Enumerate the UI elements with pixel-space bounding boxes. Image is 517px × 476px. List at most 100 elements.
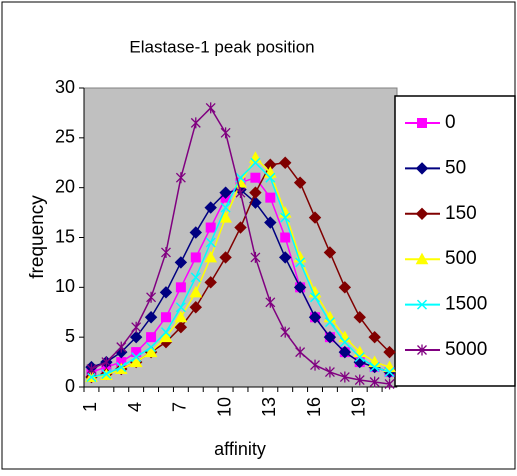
- marker: [174, 256, 188, 269]
- marker: [249, 186, 262, 199]
- marker: [354, 352, 365, 363]
- marker: [415, 252, 429, 265]
- marker: [265, 296, 276, 308]
- marker: [190, 117, 201, 129]
- legend-label: 0: [445, 112, 456, 133]
- marker: [235, 187, 246, 199]
- marker: [131, 321, 142, 333]
- y-tick-label: 25: [55, 127, 75, 147]
- marker: [265, 172, 276, 183]
- marker: [369, 376, 380, 388]
- x-axis-label: affinity: [214, 439, 266, 459]
- marker: [353, 311, 366, 324]
- marker: [250, 157, 261, 168]
- marker: [175, 302, 186, 313]
- marker: [383, 345, 396, 359]
- marker: [174, 310, 188, 323]
- marker: [131, 352, 142, 363]
- marker: [204, 201, 217, 214]
- marker: [415, 207, 429, 221]
- marker: [189, 226, 202, 239]
- marker: [101, 369, 112, 380]
- marker: [159, 286, 173, 299]
- marker: [144, 311, 158, 324]
- marker: [189, 301, 202, 314]
- marker: [189, 285, 203, 298]
- legend: [394, 95, 516, 387]
- legend-label: 150: [445, 203, 477, 224]
- marker: [279, 156, 292, 169]
- legend-label: 500: [445, 248, 477, 269]
- marker: [339, 337, 350, 348]
- y-tick-label: 0: [65, 376, 75, 396]
- legend-label: 50: [445, 157, 466, 178]
- marker: [280, 232, 291, 243]
- marker: [324, 317, 335, 328]
- marker: [295, 346, 306, 358]
- marker: [175, 172, 186, 184]
- marker: [323, 246, 337, 259]
- chart-title: Elastase-1 peak position: [129, 37, 314, 56]
- marker: [308, 311, 322, 324]
- marker: [324, 366, 335, 378]
- marker: [160, 312, 171, 323]
- marker: [417, 344, 427, 356]
- marker: [310, 359, 320, 371]
- marker: [279, 251, 292, 264]
- marker: [309, 292, 321, 303]
- marker: [116, 362, 127, 373]
- marker: [295, 257, 306, 268]
- series: [86, 102, 395, 390]
- marker: [264, 216, 277, 229]
- marker: [146, 332, 157, 343]
- marker: [219, 211, 232, 223]
- marker: [219, 251, 232, 264]
- marker: [369, 362, 380, 373]
- marker: [204, 276, 217, 289]
- marker: [129, 330, 143, 344]
- y-tick-label: 15: [55, 226, 75, 246]
- marker: [415, 162, 429, 175]
- x-tick-label: 1: [80, 402, 100, 412]
- marker: [250, 172, 261, 183]
- marker: [161, 246, 171, 258]
- marker: [160, 327, 172, 338]
- x-tick-label: 10: [214, 397, 234, 417]
- marker: [265, 192, 276, 203]
- marker: [417, 118, 427, 128]
- marker: [144, 345, 158, 358]
- marker: [205, 102, 216, 114]
- marker: [220, 127, 231, 139]
- marker: [308, 211, 322, 224]
- marker: [384, 378, 395, 390]
- marker: [86, 372, 97, 383]
- x-tick-label: 13: [259, 397, 279, 417]
- y-tick-label: 10: [55, 276, 75, 296]
- series: [86, 157, 395, 383]
- marker: [338, 281, 352, 294]
- marker: [116, 341, 127, 353]
- marker: [174, 320, 188, 334]
- marker: [190, 252, 201, 263]
- marker: [219, 186, 232, 199]
- x-tick-label: 16: [304, 397, 324, 417]
- marker: [159, 330, 173, 343]
- marker: [354, 374, 365, 386]
- marker: [220, 202, 231, 213]
- y-axis-label: frequency: [27, 195, 48, 279]
- y-tick-label: 5: [65, 326, 75, 346]
- legend-label: 5000: [445, 339, 487, 360]
- marker: [384, 367, 395, 378]
- marker: [146, 342, 157, 353]
- legend-label: 1500: [445, 294, 487, 315]
- y-tick-label: 20: [55, 176, 75, 196]
- marker: [339, 371, 350, 383]
- marker: [293, 281, 307, 294]
- marker: [205, 237, 216, 248]
- marker: [416, 299, 428, 310]
- marker: [323, 330, 337, 344]
- marker: [250, 251, 261, 263]
- marker: [101, 356, 112, 368]
- marker: [129, 355, 143, 368]
